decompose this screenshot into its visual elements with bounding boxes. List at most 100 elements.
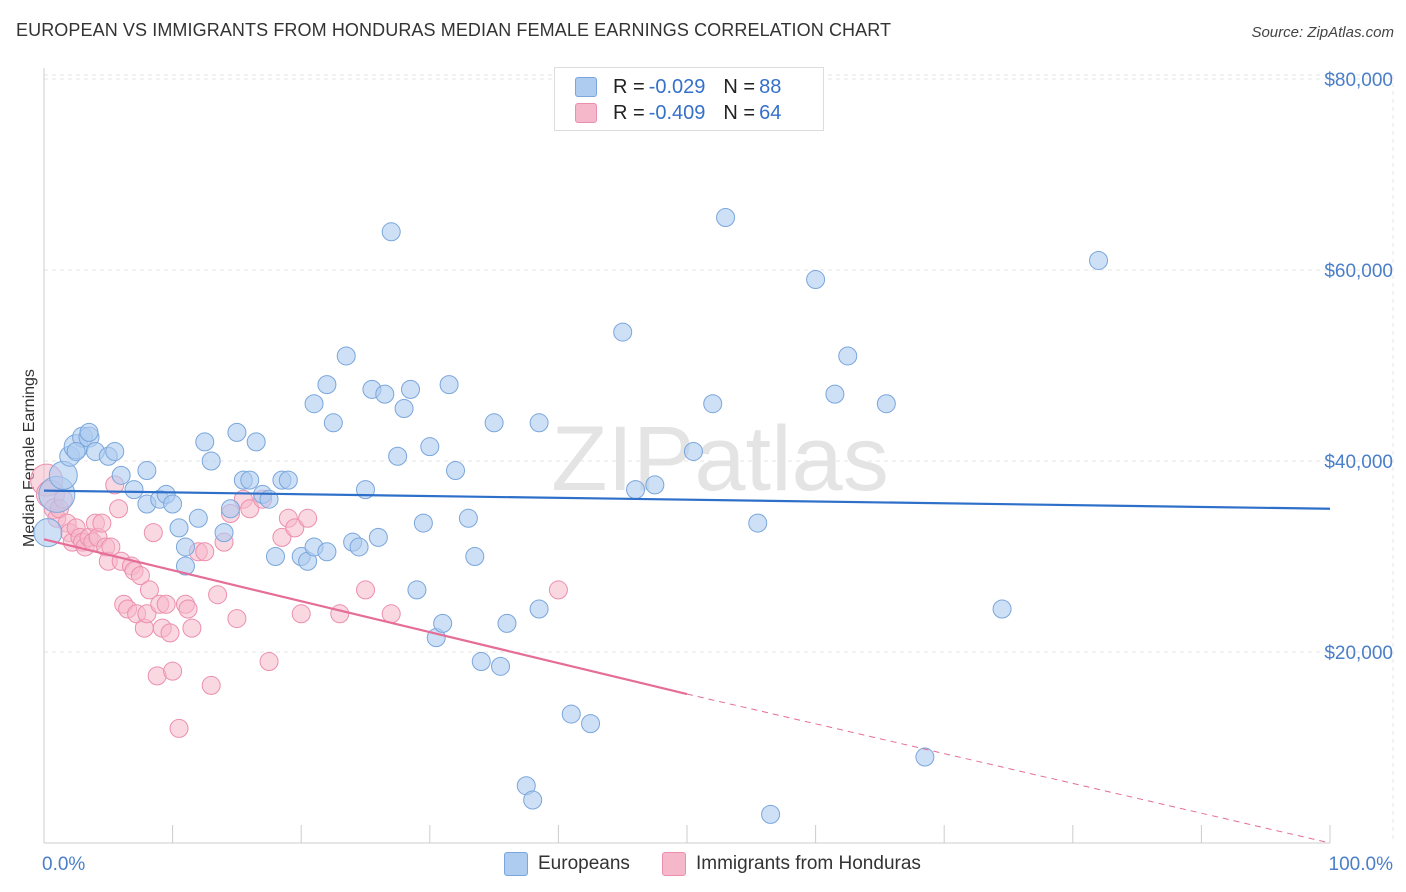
x-tick-label-0: 0.0% <box>42 854 85 875</box>
europeans-point-69 <box>581 714 601 734</box>
legend-r-label: R = <box>613 101 645 124</box>
europeans-point-80 <box>838 346 858 366</box>
europeans-trend-line <box>43 489 1331 510</box>
europeans-point-76 <box>748 513 768 533</box>
legend-n-label: N = <box>723 101 756 124</box>
europeans-point-57 <box>446 461 466 481</box>
europeans-point-77 <box>761 804 781 824</box>
honduras-point-62 <box>381 604 401 624</box>
europeans-point-21 <box>201 451 221 471</box>
honduras-point-58 <box>291 604 311 624</box>
europeans-point-66 <box>529 599 549 619</box>
europeans-swatch <box>575 77 597 97</box>
europeans-point-18 <box>175 556 195 576</box>
honduras-point-60 <box>330 604 350 624</box>
europeans-point-73 <box>683 441 703 461</box>
honduras-point-54 <box>259 652 279 672</box>
honduras-legend-swatch <box>662 852 686 876</box>
europeans-point-55 <box>433 613 453 633</box>
europeans-point-83 <box>992 599 1012 619</box>
europeans-point-39 <box>323 413 343 433</box>
europeans-point-37 <box>304 394 324 414</box>
honduras-point-55 <box>272 527 292 547</box>
honduras-point-31 <box>137 604 157 624</box>
y-tick-labels: $20,000 $40,000 $60,000 $80,000 <box>1324 70 1393 664</box>
europeans-point-84 <box>1089 250 1109 270</box>
honduras-point-37 <box>156 594 176 614</box>
europeans-point-63 <box>497 613 517 633</box>
europeans-point-87 <box>66 441 86 461</box>
chart-title: EUROPEAN VS IMMIGRANTS FROM HONDURAS MED… <box>16 20 892 40</box>
legend-r-value: -0.029 <box>648 75 706 98</box>
europeans-point-71 <box>626 480 646 500</box>
legend-r-label: R = <box>613 75 645 98</box>
europeans-point-32 <box>278 470 298 490</box>
x-tick-labels: 0.0% 100.0% <box>42 854 1393 875</box>
honduras-point-63 <box>548 580 568 600</box>
honduras-point-38 <box>160 623 180 643</box>
europeans-point-10 <box>124 480 144 500</box>
honduras-point-17 <box>92 513 112 533</box>
europeans-point-78 <box>806 270 826 290</box>
honduras-point-33 <box>143 523 163 543</box>
honduras-point-42 <box>178 599 198 619</box>
bottom-legend-europeans: Europeans <box>504 850 630 878</box>
europeans-point-46 <box>375 384 395 404</box>
chart-source: Source: ZipAtlas.com <box>1251 24 1394 41</box>
correlation-legend: R = -0.029 N = 88 R = -0.409 N = 64 <box>554 67 824 131</box>
honduras-legend-label: Immigrants from Honduras <box>696 853 921 874</box>
europeans-point-61 <box>491 656 511 676</box>
europeans-point-22 <box>214 523 234 543</box>
europeans-point-56 <box>439 375 459 395</box>
honduras-points <box>30 463 568 738</box>
y-tick-label-3: $80,000 <box>1324 70 1393 91</box>
x-tick-label-1: 100.0% <box>1329 854 1394 875</box>
europeans-legend-label: Europeans <box>538 853 630 874</box>
honduras-point-29 <box>130 566 150 586</box>
europeans-point-75 <box>716 207 736 227</box>
europeans-point-86 <box>105 441 125 461</box>
europeans-point-26 <box>240 470 260 490</box>
y-axis-label: Median Female Earnings <box>21 369 38 547</box>
europeans-point-17 <box>175 537 195 557</box>
legend-r-value: -0.409 <box>648 101 706 124</box>
europeans-point-52 <box>413 513 433 533</box>
trend-lines <box>43 489 1331 844</box>
europeans-point-74 <box>703 394 723 414</box>
europeans-point-81 <box>876 394 896 414</box>
europeans-point-60 <box>471 652 491 672</box>
europeans-point-12 <box>137 461 157 481</box>
legend-row-honduras: R = -0.409 N = 64 <box>575 101 781 125</box>
europeans-point-59 <box>465 547 485 566</box>
honduras-point-61 <box>356 580 375 600</box>
y-tick-label-0: $20,000 <box>1324 643 1393 664</box>
europeans-point-0 <box>33 518 63 548</box>
europeans-point-85 <box>79 422 99 442</box>
europeans-point-9 <box>111 465 131 485</box>
europeans-point-38 <box>317 375 337 395</box>
honduras-point-22 <box>109 499 129 519</box>
europeans-point-62 <box>484 413 504 433</box>
europeans-points <box>33 207 1109 824</box>
honduras-point-59 <box>298 508 318 528</box>
honduras-point-47 <box>208 585 228 605</box>
europeans-point-72 <box>645 475 665 495</box>
europeans-point-68 <box>561 704 581 724</box>
europeans-point-70 <box>613 322 633 342</box>
honduras-point-32 <box>139 580 159 600</box>
europeans-point-15 <box>163 494 183 514</box>
honduras-swatch <box>575 103 597 123</box>
europeans-point-42 <box>349 537 369 557</box>
europeans-point-79 <box>825 384 845 404</box>
europeans-point-36 <box>317 542 337 562</box>
europeans-point-30 <box>265 547 285 566</box>
legend-n-value: 64 <box>759 101 782 124</box>
europeans-point-67 <box>529 413 549 433</box>
europeans-point-53 <box>420 437 440 457</box>
honduras-trend-line <box>43 538 688 696</box>
honduras-point-46 <box>201 675 221 695</box>
axes <box>43 68 1331 844</box>
europeans-point-82 <box>915 747 935 767</box>
watermark: ZIPatlas <box>551 408 888 510</box>
europeans-point-49 <box>394 398 414 418</box>
